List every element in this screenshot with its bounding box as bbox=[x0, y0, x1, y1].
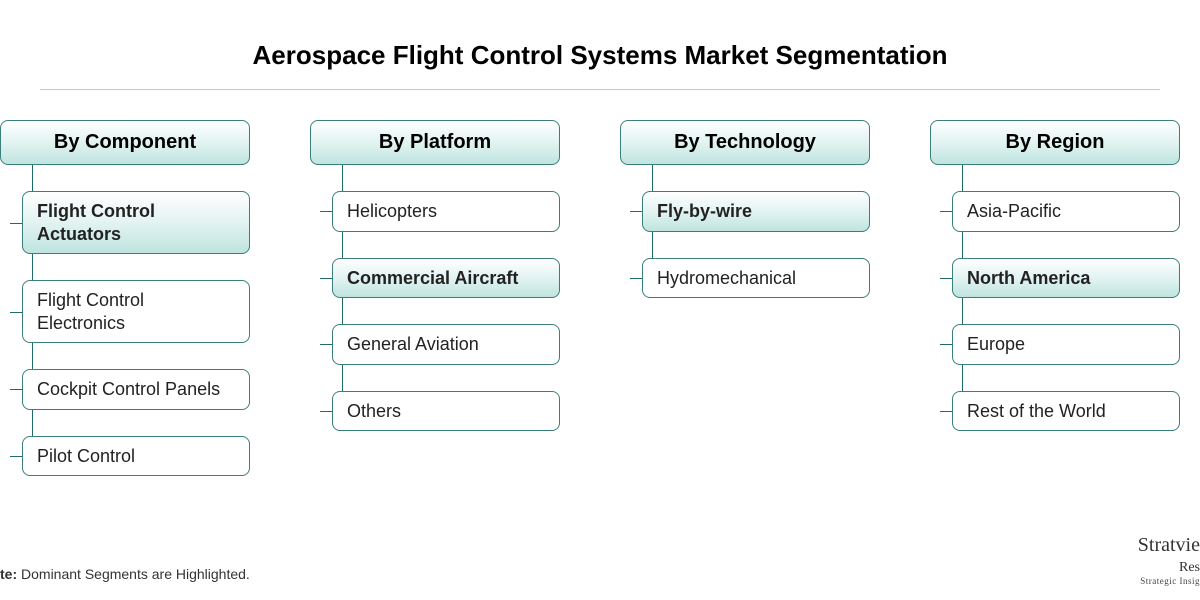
segment-item: Fly-by-wire bbox=[642, 191, 870, 232]
segment-items: Helicopters Commercial Aircraft General Av… bbox=[332, 165, 560, 431]
segment-item: Pilot Control bbox=[22, 436, 250, 477]
brand-main: Stratvie bbox=[1138, 534, 1200, 556]
segment-header: By Region bbox=[930, 120, 1180, 165]
segment-item: Hydromechanical bbox=[642, 258, 870, 299]
brand-logo: Stratvie Res Strategic Insig bbox=[1138, 535, 1200, 586]
segment-column: By Technology Fly-by-wire Hydromechanical bbox=[620, 120, 870, 502]
segment-items: Asia-Pacific North America Europe Rest of t… bbox=[952, 165, 1180, 431]
segment-item: Commercial Aircraft bbox=[332, 258, 560, 299]
segment-header: By Component bbox=[0, 120, 250, 165]
segment-item: General Aviation bbox=[332, 324, 560, 365]
segment-header: By Platform bbox=[310, 120, 560, 165]
segment-column: By ComponentFlight Control ActuatorsFlig… bbox=[0, 120, 250, 502]
page-title: Aerospace Flight Control Systems Market … bbox=[0, 0, 1200, 89]
footnote-label: te: bbox=[0, 566, 17, 582]
segment-item: North America bbox=[952, 258, 1180, 299]
segment-header: By Technology bbox=[620, 120, 870, 165]
segment-column: By Region Asia-Pacific North America Europe… bbox=[930, 120, 1180, 502]
segment-column: By Platform Helicopters Commercial Aircraf… bbox=[310, 120, 560, 502]
segment-item: Europe bbox=[952, 324, 1180, 365]
segment-items: Flight Control Actuators Flight Control E… bbox=[22, 165, 250, 476]
footnote: te: Dominant Segments are Highlighted. bbox=[0, 566, 250, 582]
segmentation-columns: By ComponentFlight Control ActuatorsFlig… bbox=[0, 120, 1200, 502]
brand-sub2: Strategic Insig bbox=[1138, 577, 1200, 586]
segment-item: Cockpit Control Panels bbox=[22, 369, 250, 410]
segment-item: Others bbox=[332, 391, 560, 432]
brand-sub1: Res bbox=[1179, 560, 1200, 575]
segment-item: Rest of the World bbox=[952, 391, 1180, 432]
footnote-text: Dominant Segments are Highlighted. bbox=[17, 566, 250, 582]
segment-item: Asia-Pacific bbox=[952, 191, 1180, 232]
segment-item: Helicopters bbox=[332, 191, 560, 232]
title-divider bbox=[40, 89, 1160, 90]
segment-item: Flight Control Actuators bbox=[22, 191, 250, 254]
segment-items: Fly-by-wire Hydromechanical bbox=[642, 165, 870, 298]
segment-item: Flight Control Electronics bbox=[22, 280, 250, 343]
